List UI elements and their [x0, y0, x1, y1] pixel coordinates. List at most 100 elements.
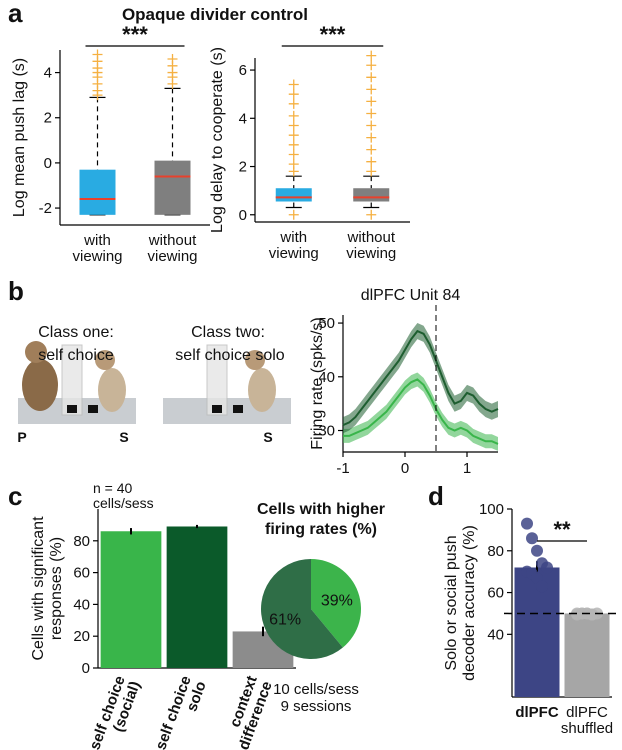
- illustration-one: [18, 341, 136, 424]
- flier: [288, 130, 299, 141]
- class-label: Class one:: [38, 324, 114, 341]
- y-tick-label: 40: [318, 369, 335, 386]
- y-tick-label: 30: [318, 423, 335, 440]
- x-tick-label: 1: [463, 460, 471, 477]
- significance: ***: [320, 22, 346, 47]
- flier: [366, 120, 377, 131]
- y-axis-label: Cells with significantresponses (%): [30, 516, 65, 661]
- y-tick-label: 0: [44, 155, 52, 172]
- x-tick-label: with viewing: [72, 232, 122, 265]
- y-axis-label: Log mean push lag (s): [11, 58, 28, 217]
- x-tick-label: dlPFC: [515, 704, 558, 721]
- y-tick-label: 40: [73, 596, 90, 613]
- box: [353, 188, 390, 202]
- y-tick-label: 100: [479, 501, 504, 518]
- x-tick-label: -1: [336, 460, 349, 477]
- flier: [167, 54, 178, 65]
- y-axis-label: Firing rate (spks/s): [309, 317, 326, 449]
- x-tick-label: 0: [401, 460, 409, 477]
- flier: [288, 139, 299, 150]
- illustration-two: [163, 344, 291, 424]
- session-point: [536, 580, 548, 593]
- series-line: [343, 378, 499, 445]
- significance: ***: [122, 22, 148, 47]
- y-tick-label: 80: [73, 533, 90, 550]
- flier: [288, 209, 299, 220]
- flier: [288, 149, 299, 160]
- y-tick-label: 50: [318, 315, 335, 332]
- significance: **: [553, 517, 571, 542]
- y-tick-label: 60: [487, 585, 504, 602]
- box: [154, 160, 191, 215]
- session-point: [521, 517, 533, 530]
- flier: [366, 96, 377, 107]
- flier: [288, 98, 299, 109]
- y-tick-label: 20: [73, 628, 90, 645]
- x-tick-label: dlPFC shuffled: [561, 704, 613, 737]
- y-tick-label: 2: [239, 159, 247, 176]
- seat-label: P: [17, 429, 26, 445]
- panel-letter: c: [8, 481, 22, 511]
- session-point: [586, 608, 598, 621]
- x-tick-label: self choice(social): [86, 674, 144, 750]
- chart-title: dlPFC Unit 84: [361, 287, 461, 304]
- seat-label: S: [119, 429, 128, 445]
- series-name: self choice solo: [175, 347, 284, 364]
- session-point: [526, 532, 538, 545]
- y-tick-label: 4: [239, 110, 247, 127]
- y-axis-label: Solo or social pushdecoder accuracy (%): [443, 525, 478, 681]
- y-tick-label: 6: [239, 62, 247, 79]
- flier: [366, 209, 377, 220]
- flier: [366, 108, 377, 119]
- flier: [288, 110, 299, 121]
- x-tick-label: contextdifference: [220, 674, 276, 750]
- panel-letter: b: [8, 276, 24, 306]
- flier: [288, 89, 299, 100]
- y-tick-label: 0: [239, 207, 247, 224]
- error-band: [343, 323, 498, 434]
- pie-slice: [311, 559, 361, 648]
- flier: [366, 72, 377, 83]
- pie-slice: [260, 559, 343, 659]
- y-tick-label: 2: [44, 110, 52, 127]
- session-point: [531, 544, 543, 557]
- flier: [288, 79, 299, 90]
- chart-title: Cells with higher firing rates (%): [257, 501, 385, 538]
- y-tick-label: 0: [82, 660, 90, 677]
- flier: [366, 144, 377, 155]
- x-tick-label: without viewing: [346, 229, 396, 262]
- footnote: 10 cells/sess 9 sessions: [273, 681, 359, 715]
- y-tick-label: 40: [487, 626, 504, 643]
- chart-title: Opaque divider control: [122, 5, 308, 24]
- flier: [366, 84, 377, 95]
- session-point: [541, 561, 553, 574]
- y-axis-label: Log delay to cooperate (s): [209, 47, 226, 233]
- box: [79, 169, 116, 215]
- flier: [366, 132, 377, 143]
- slice-label: 61%: [269, 611, 301, 628]
- bar: [564, 613, 610, 697]
- bar: [166, 526, 228, 668]
- panel-letter: d: [428, 481, 444, 511]
- panel-letter: a: [8, 0, 23, 28]
- seat-label: S: [263, 429, 272, 445]
- flier: [366, 50, 377, 61]
- flier: [92, 49, 103, 60]
- y-tick-label: -2: [39, 200, 52, 217]
- y-tick-label: 80: [487, 543, 504, 560]
- series-line: [342, 329, 499, 427]
- bar: [100, 531, 162, 668]
- x-tick-label: self choicesolo: [152, 674, 210, 750]
- slice-label: 39%: [321, 593, 353, 610]
- error-band: [343, 372, 498, 451]
- class-label: Class two:: [191, 324, 265, 341]
- flier: [288, 159, 299, 170]
- y-tick-label: 4: [44, 65, 52, 82]
- series-name: self choice: [38, 347, 114, 364]
- flier: [366, 166, 377, 177]
- y-tick-label: 60: [73, 565, 90, 582]
- flier: [288, 120, 299, 131]
- box: [275, 188, 312, 202]
- flier: [366, 60, 377, 71]
